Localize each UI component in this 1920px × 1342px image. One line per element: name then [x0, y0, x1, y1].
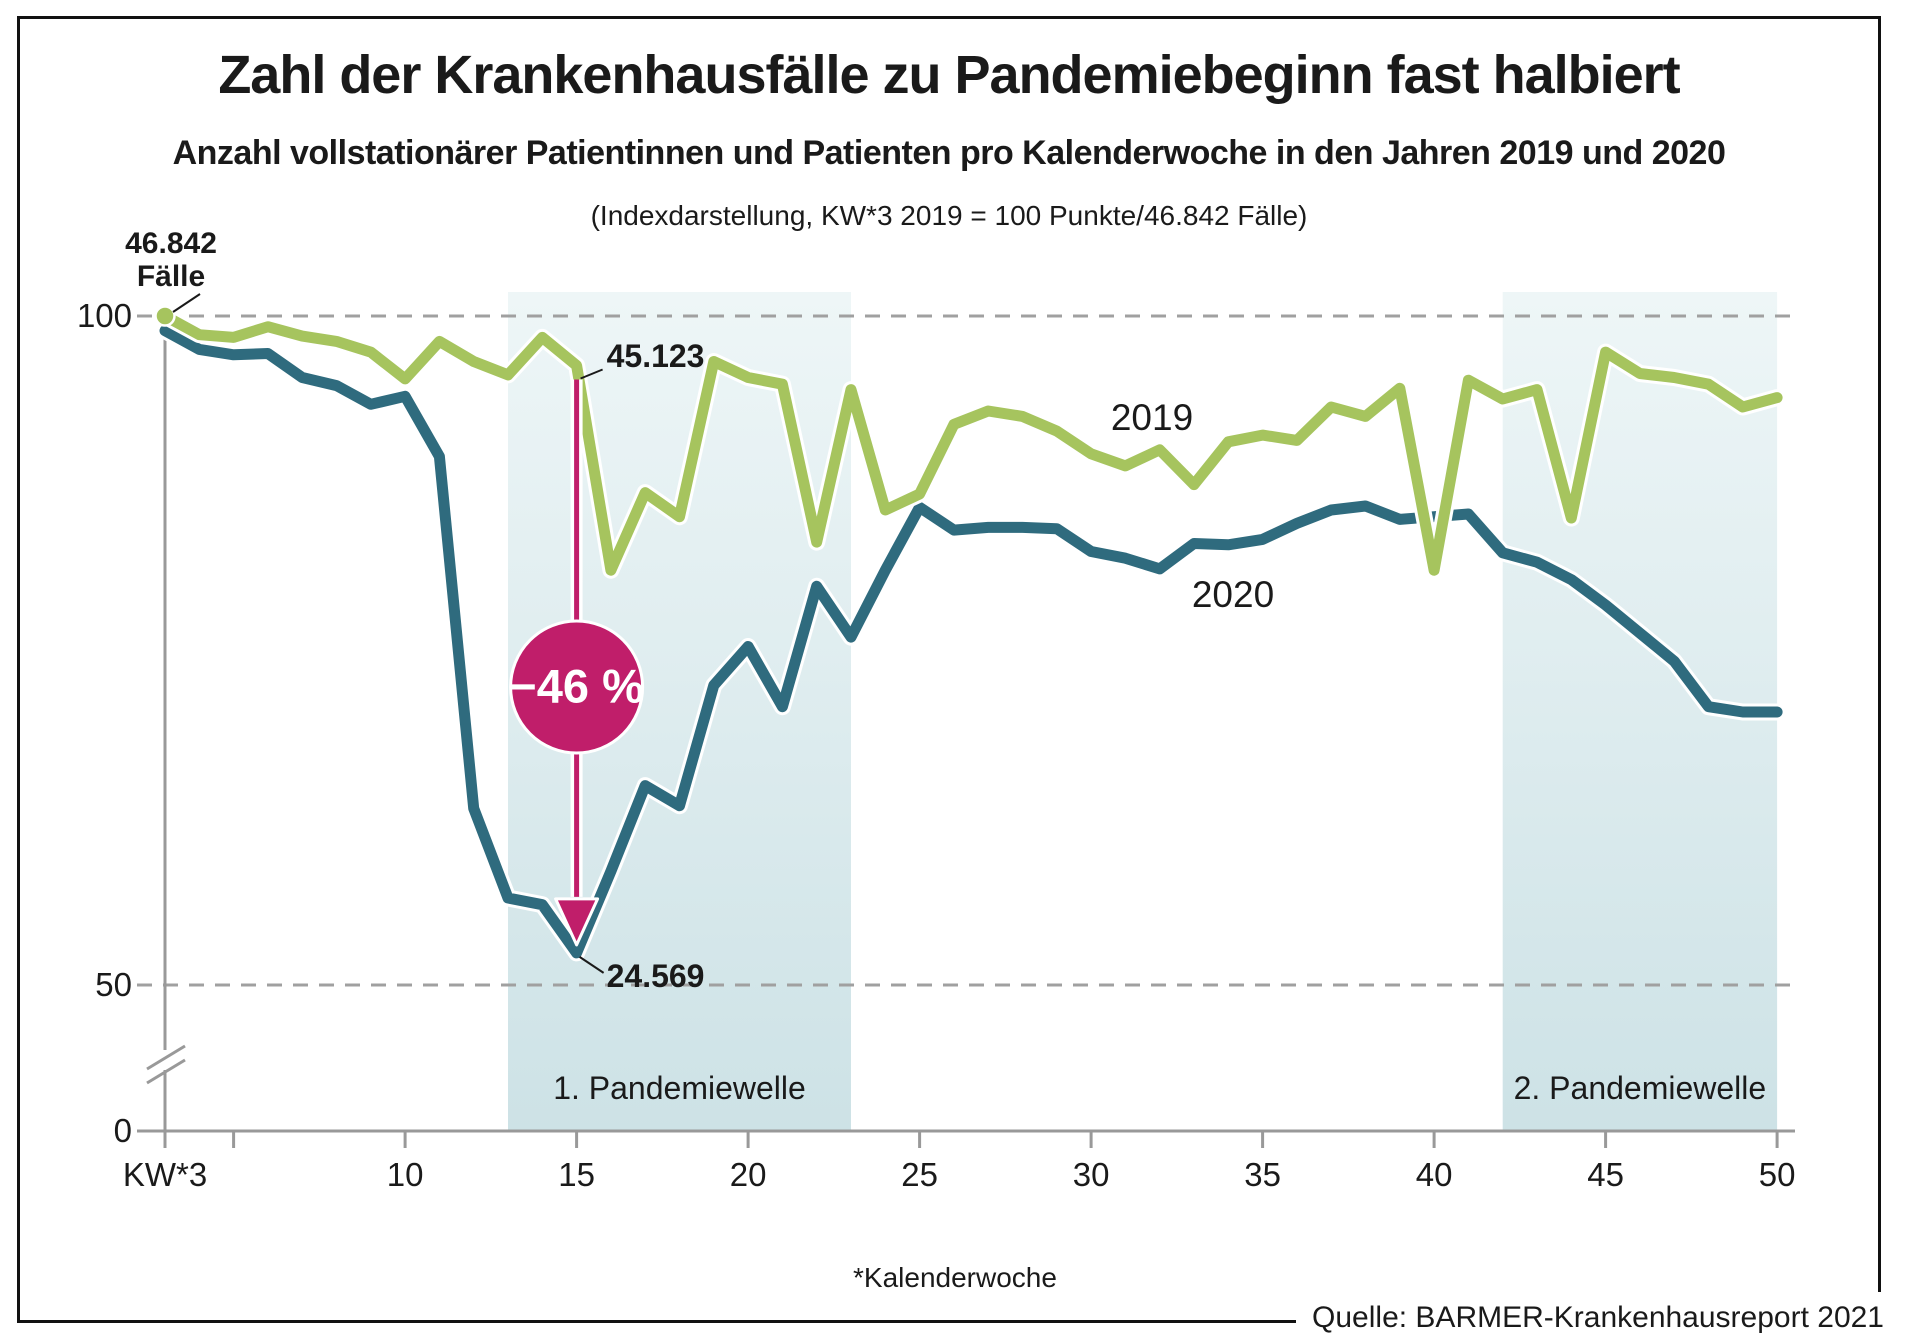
axis-break-slash-1 — [146, 1044, 186, 1071]
series-line-2020 — [159, 325, 1783, 959]
page-title: Zahl der Krankenhausfälle zu Pandemiebeg… — [218, 45, 1680, 105]
leader-start-annotation — [172, 293, 201, 313]
drop-arrow-head — [554, 897, 600, 947]
frame-border-top — [17, 16, 1881, 19]
axis-break-slash-2 — [146, 1058, 186, 1085]
series-line-2019 — [159, 310, 1783, 576]
x-axis-footnote: *Kalenderwoche — [853, 1262, 1057, 1293]
frame-border-bottom — [17, 1320, 1392, 1323]
series-start-dot — [154, 305, 176, 327]
drop-badge-circle — [509, 619, 645, 755]
leader-24569 — [579, 956, 605, 974]
source-credit: Quelle: BARMER-Krankenhausreport 2021 — [1296, 1301, 1884, 1335]
page-subtitle: Anzahl vollstationärer Patientinnen und … — [172, 134, 1726, 172]
index-note: (Indexdarstellung, KW*3 2019 = 100 Punkt… — [590, 200, 1308, 231]
leader-45123 — [580, 368, 603, 380]
frame-border-right — [1878, 16, 1881, 1292]
frame-border-left — [17, 16, 20, 1323]
